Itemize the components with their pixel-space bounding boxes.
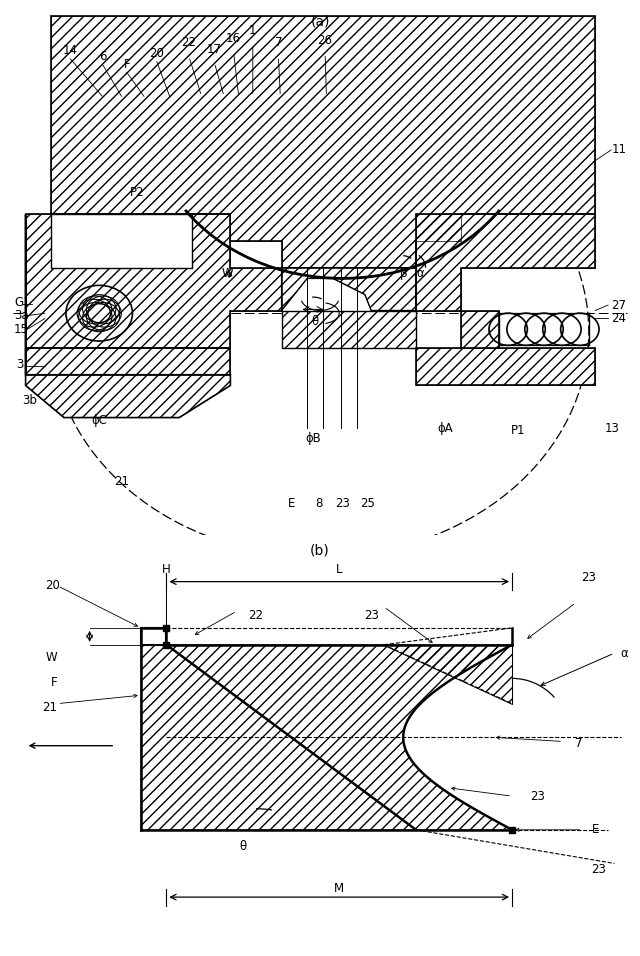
Text: 13: 13 <box>605 422 620 435</box>
Text: 11: 11 <box>611 143 626 157</box>
Text: 3b: 3b <box>22 394 37 407</box>
Text: 21: 21 <box>43 702 58 714</box>
Polygon shape <box>141 628 166 644</box>
Polygon shape <box>461 311 499 348</box>
Text: 15: 15 <box>14 323 29 336</box>
Text: 23: 23 <box>591 863 606 877</box>
Text: W: W <box>46 651 58 663</box>
Text: P2: P2 <box>131 186 145 199</box>
Text: 7: 7 <box>575 737 583 750</box>
Text: ϕB: ϕB <box>306 432 321 445</box>
Text: F: F <box>51 676 58 689</box>
Text: 3a: 3a <box>14 310 29 322</box>
Text: 20: 20 <box>149 47 164 60</box>
Text: M: M <box>334 882 344 895</box>
Polygon shape <box>282 268 416 311</box>
Polygon shape <box>416 348 595 385</box>
Text: G: G <box>14 296 23 309</box>
Text: θ: θ <box>311 315 319 328</box>
Text: β: β <box>399 267 407 279</box>
Text: 8: 8 <box>315 497 323 510</box>
Text: 25: 25 <box>360 497 376 510</box>
Text: ϕA: ϕA <box>437 422 452 435</box>
Text: (a): (a) <box>310 14 330 29</box>
Polygon shape <box>282 311 416 348</box>
Polygon shape <box>51 16 595 268</box>
Text: (b): (b) <box>310 543 330 557</box>
Text: 16: 16 <box>226 33 241 45</box>
Text: 27: 27 <box>611 298 626 312</box>
Text: 6: 6 <box>99 50 106 63</box>
Text: 20: 20 <box>45 579 60 593</box>
Text: θ: θ <box>239 840 247 853</box>
Text: E: E <box>287 497 295 510</box>
Text: 14: 14 <box>63 44 78 57</box>
Text: 1: 1 <box>249 24 257 37</box>
Polygon shape <box>416 214 595 311</box>
Text: L: L <box>336 562 342 576</box>
Text: 23: 23 <box>530 790 545 803</box>
Text: W: W <box>221 267 233 279</box>
Text: F: F <box>124 57 130 71</box>
Polygon shape <box>26 348 230 375</box>
Polygon shape <box>51 214 192 268</box>
Polygon shape <box>141 644 512 830</box>
Text: α: α <box>620 646 628 660</box>
Text: 23: 23 <box>364 609 379 621</box>
Polygon shape <box>26 214 282 348</box>
Text: 26: 26 <box>317 33 333 47</box>
Text: 17: 17 <box>207 43 222 55</box>
Text: 21: 21 <box>114 475 129 489</box>
Text: H: H <box>162 562 171 576</box>
Text: 23: 23 <box>581 571 596 584</box>
Text: P1: P1 <box>511 424 525 438</box>
Text: 23: 23 <box>335 497 350 510</box>
Text: E: E <box>591 823 599 836</box>
Text: 22: 22 <box>181 36 196 50</box>
Polygon shape <box>26 214 230 418</box>
Text: 24: 24 <box>611 312 626 325</box>
Text: ϕC: ϕC <box>92 414 107 426</box>
Text: 22: 22 <box>248 609 264 621</box>
Text: 7: 7 <box>275 36 282 50</box>
Text: α: α <box>416 267 424 279</box>
Text: 3: 3 <box>16 358 24 371</box>
